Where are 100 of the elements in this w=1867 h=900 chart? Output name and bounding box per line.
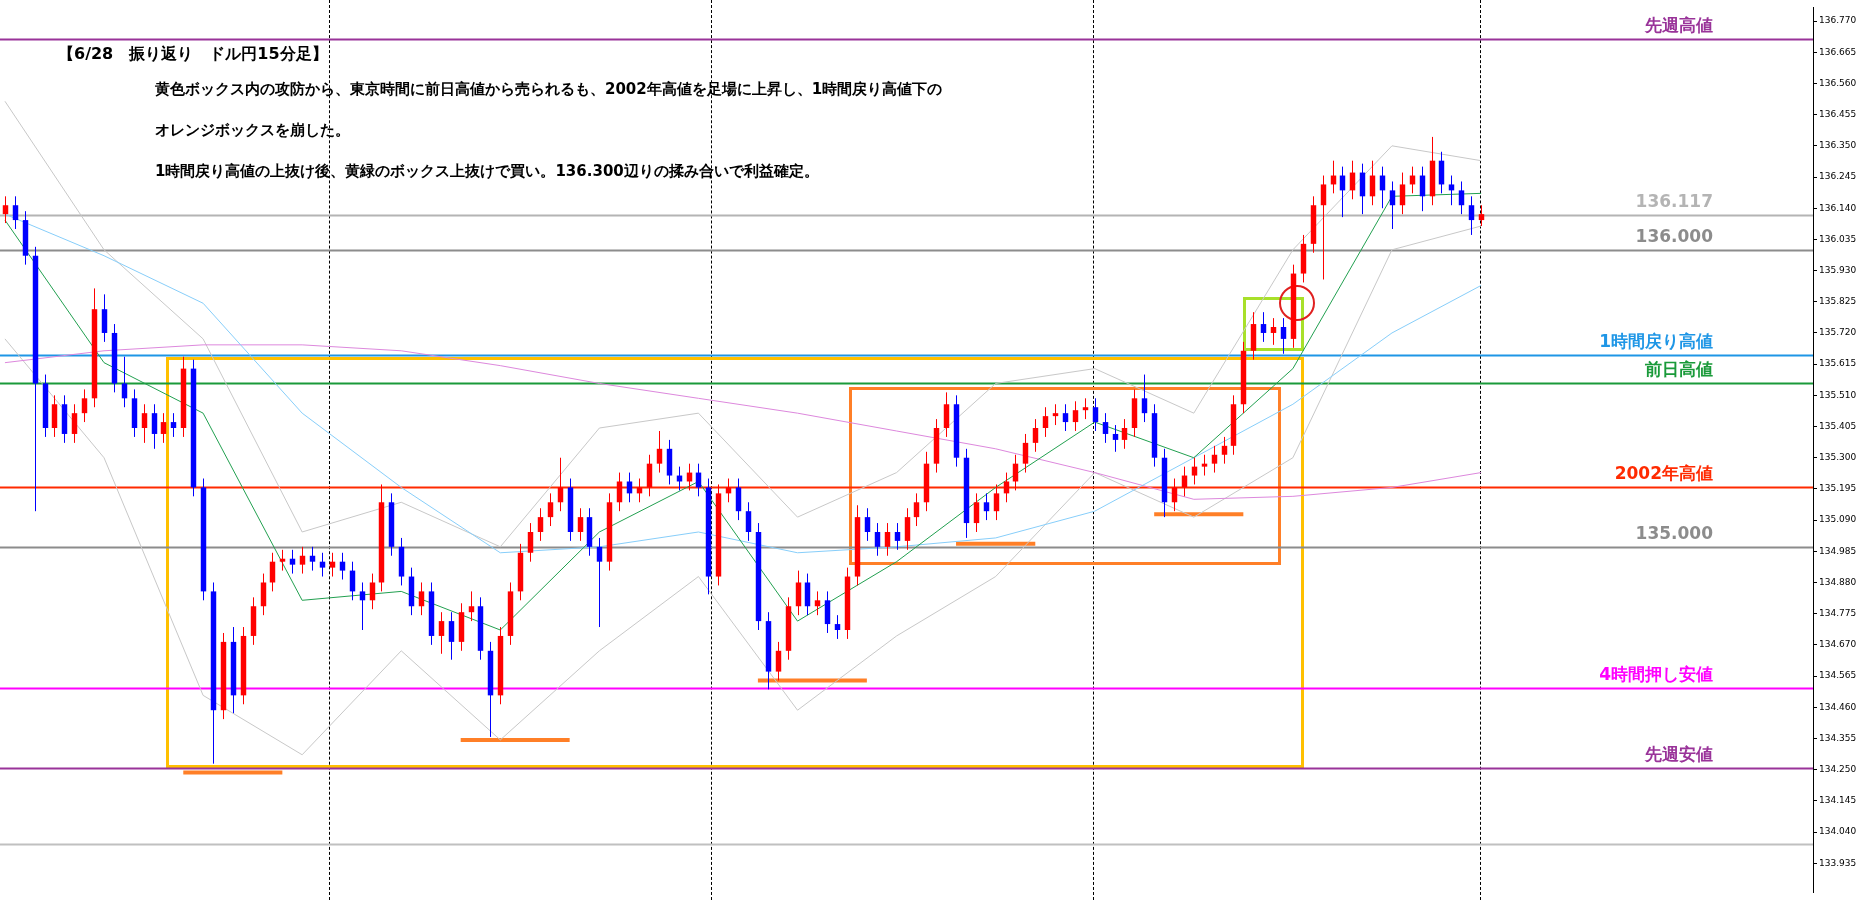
candlestick	[71, 403, 78, 444]
candlestick	[260, 573, 267, 616]
ref-line-label: 前日高値	[1644, 359, 1713, 380]
candlestick	[735, 478, 742, 521]
y-tick-label: 134.670	[1819, 639, 1857, 650]
candlestick	[874, 522, 881, 557]
candlestick	[1458, 180, 1465, 215]
y-tick-label: 136.770	[1819, 15, 1857, 26]
candlestick	[894, 522, 901, 551]
candlestick	[160, 412, 167, 444]
candlestick	[170, 412, 177, 438]
candlestick	[547, 492, 554, 527]
candlestick	[1112, 424, 1119, 453]
ref-line-label: 135.000	[1635, 523, 1714, 544]
candlestick	[943, 391, 950, 438]
candlestick	[557, 457, 564, 512]
candlestick	[527, 522, 534, 563]
candlestick	[596, 537, 603, 628]
candlestick	[309, 546, 316, 572]
candlestick	[1102, 412, 1109, 444]
candlestick	[1141, 374, 1148, 423]
candlestick	[1478, 204, 1485, 227]
candlestick	[913, 492, 920, 527]
y-tick-label: 134.880	[1819, 576, 1857, 587]
ref-line-label: 136.117	[1635, 191, 1713, 212]
candlestick	[1092, 397, 1099, 432]
candlestick	[1062, 403, 1069, 432]
candlestick	[1042, 406, 1049, 438]
ref-line-label: 先週安値	[1644, 744, 1713, 765]
candlestick	[1221, 436, 1228, 465]
y-tick-label: 135.720	[1819, 327, 1857, 338]
candlestick	[795, 570, 802, 616]
ref-line-label: 1時間戻り高値	[1599, 331, 1713, 352]
candlestick	[1191, 457, 1198, 485]
candlestick	[468, 590, 475, 622]
y-tick-label: 135.930	[1819, 264, 1857, 275]
ref-line-label: 2002年高値	[1614, 463, 1713, 484]
candlestick	[1201, 454, 1208, 477]
y-tick-label: 135.405	[1819, 420, 1857, 431]
candlestick	[864, 507, 871, 542]
y-tick-label: 134.355	[1819, 732, 1857, 743]
y-tick-label: 134.145	[1819, 795, 1857, 806]
annotation: 黄色ボックス内の攻防から、東京時間に前日高値から売られるも、2002年高値を足場に上昇し、1時間戻り高値下の	[154, 79, 943, 98]
candlestick	[824, 590, 831, 634]
candlestick	[1121, 418, 1128, 450]
candlestick	[636, 478, 643, 503]
candlestick	[299, 546, 306, 575]
candlestick	[1320, 175, 1327, 280]
candlestick	[775, 641, 782, 682]
y-tick-label: 133.935	[1819, 857, 1857, 868]
candlestick	[814, 590, 821, 616]
y-tick-label: 134.460	[1819, 701, 1857, 712]
candlestick	[616, 472, 623, 512]
ref-line-label: 136.000	[1635, 226, 1714, 247]
candlestick	[1468, 195, 1475, 236]
candlestick	[141, 403, 148, 444]
ref-line-label: 先週高値	[1644, 15, 1713, 36]
candlestick	[804, 573, 811, 616]
candlestick	[1072, 400, 1079, 432]
y-tick-label: 136.245	[1819, 171, 1857, 182]
y-tick-label: 134.565	[1819, 670, 1857, 681]
candlestick	[1032, 418, 1039, 453]
candlestick	[319, 552, 326, 578]
candlestick	[2, 195, 9, 224]
annotation: オレンジボックスを崩した。	[155, 120, 350, 139]
candlestick	[289, 549, 296, 575]
y-tick-label: 136.665	[1819, 46, 1857, 57]
candlestick	[359, 581, 366, 631]
y-tick-label: 136.140	[1819, 202, 1857, 213]
candlestick	[656, 430, 663, 474]
y-tick-label: 136.455	[1819, 108, 1857, 119]
candlestick	[448, 611, 455, 661]
y-tick-label: 136.350	[1819, 140, 1857, 151]
candlestick	[121, 356, 128, 408]
y-tick-label: 135.300	[1819, 452, 1857, 463]
y-tick-label: 135.195	[1819, 483, 1857, 494]
candlestick	[12, 195, 19, 230]
candlestick	[993, 483, 1000, 521]
candlestick	[1280, 317, 1287, 355]
candlestick	[1389, 180, 1396, 230]
candlestick	[151, 403, 158, 450]
y-tick-label: 135.615	[1819, 358, 1857, 369]
candlestick	[101, 293, 108, 343]
candlestick	[626, 472, 633, 503]
candlestick	[983, 492, 990, 521]
y-tick-label: 134.985	[1819, 545, 1857, 556]
candlestick	[438, 611, 445, 655]
candlestick	[834, 614, 841, 640]
y-tick-label: 135.090	[1819, 514, 1857, 525]
candlestick	[577, 507, 584, 542]
y-tick-label: 134.775	[1819, 608, 1857, 619]
y-tick-label: 135.825	[1819, 296, 1857, 307]
y-tick-label: 134.250	[1819, 763, 1857, 774]
candlestick	[1082, 397, 1089, 420]
y-tick-label: 136.560	[1819, 77, 1857, 88]
candlestick	[51, 394, 58, 438]
candlestick	[537, 507, 544, 542]
candlestick	[973, 492, 980, 533]
annotation: 1時間戻り高値の上抜け後、黄緑のボックス上抜けで買い。136.300辺りの揉み合いで利益確定。	[155, 161, 819, 180]
candlestick	[1171, 478, 1178, 512]
